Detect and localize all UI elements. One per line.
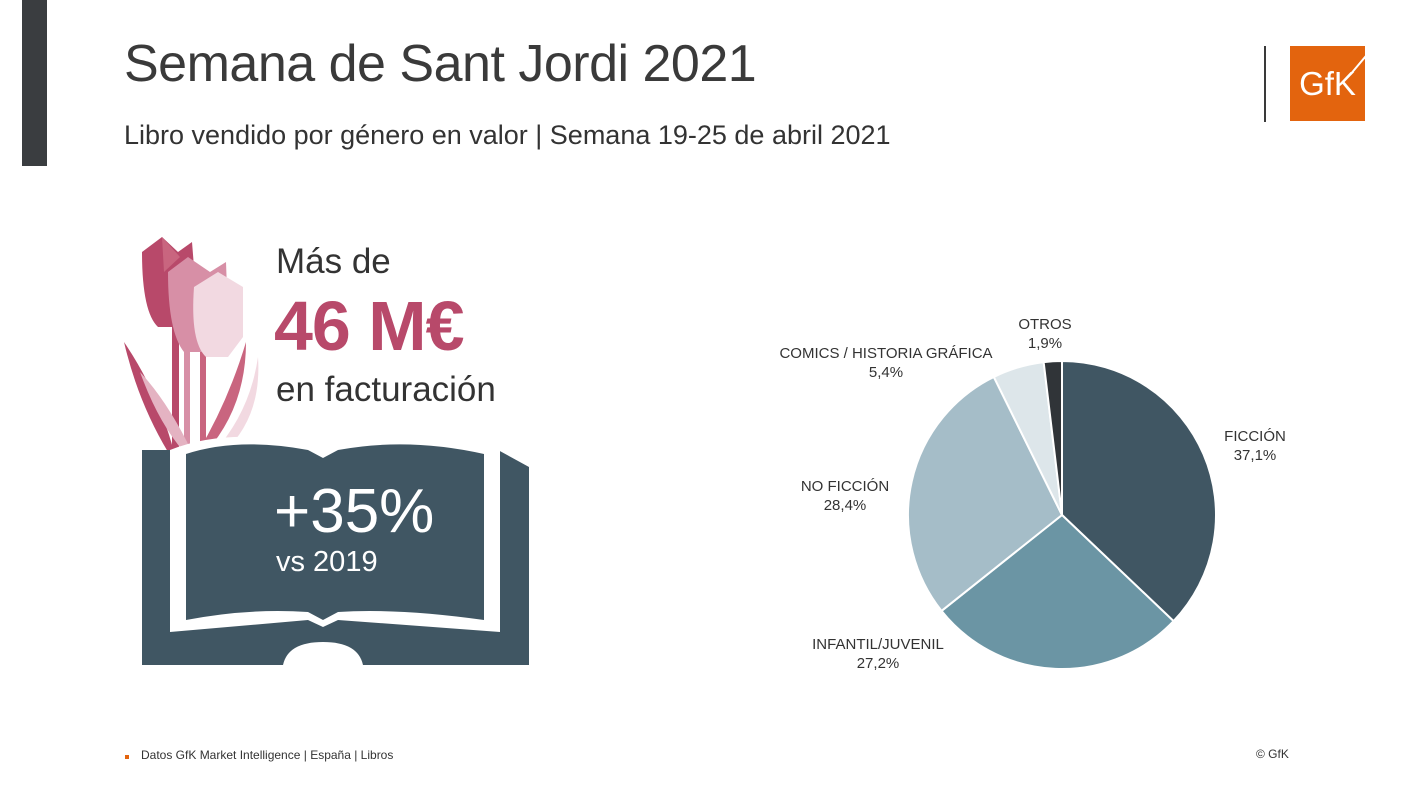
illustration [124, 237, 529, 665]
pie-label-name: FICCIÓN [1224, 428, 1286, 445]
gfk-logo: GfK [1290, 46, 1365, 121]
pie-label-name: NO FICCIÓN [800, 478, 890, 495]
pie-label-no-ficcion: NO FICCIÓN 28,4% [785, 477, 905, 515]
pie-label-value: 1,9% [1027, 335, 1063, 352]
revenue-suffix: en facturación [276, 370, 496, 409]
footer-copyright: © GfK [1256, 747, 1289, 761]
page-subtitle: Libro vendido por género en valor | Sema… [124, 120, 891, 150]
pie-slice-0 [1061, 359, 1217, 623]
pie-label-infantil-juvenil: INFANTIL/JUVENIL 27,2% [788, 635, 968, 673]
pie-label-name: INFANTIL/JUVENIL [812, 636, 944, 653]
accent-bar [22, 0, 47, 166]
logo-divider [1264, 46, 1266, 122]
growth-comparison: vs 2019 [276, 546, 378, 578]
footer-bullet [125, 755, 129, 759]
pie-label-value: 27,2% [856, 655, 900, 672]
page-title: Semana de Sant Jordi 2021 [124, 35, 757, 93]
pie-slice-1 [940, 513, 1176, 670]
pie-label-name: COMICS / HISTORIA GRÁFICA [779, 345, 993, 362]
pie-slice-4 [1042, 359, 1063, 516]
revenue-value: 46 M€ [274, 287, 465, 365]
pie-label-name: OTROS [1018, 316, 1072, 333]
revenue-prefix: Más de [276, 242, 391, 281]
pie-label-comics: COMICS / HISTORIA GRÁFICA 5,4% [761, 344, 1011, 382]
pie-slice-2 [907, 375, 1064, 613]
pie-label-otros: OTROS 1,9% [1005, 315, 1085, 353]
pie-label-value: 28,4% [823, 497, 867, 514]
tulip-icon [124, 237, 259, 452]
logo-text: GfK [1299, 65, 1356, 102]
pie-label-value: 5,4% [868, 364, 904, 381]
open-book-icon [142, 436, 529, 665]
growth-value: +35% [274, 477, 435, 546]
footer-source: Datos GfK Market Intelligence | España |… [141, 748, 394, 762]
pie-label-value: 37,1% [1233, 447, 1277, 464]
pie-label-ficcion: FICCIÓN 37,1% [1195, 427, 1315, 465]
